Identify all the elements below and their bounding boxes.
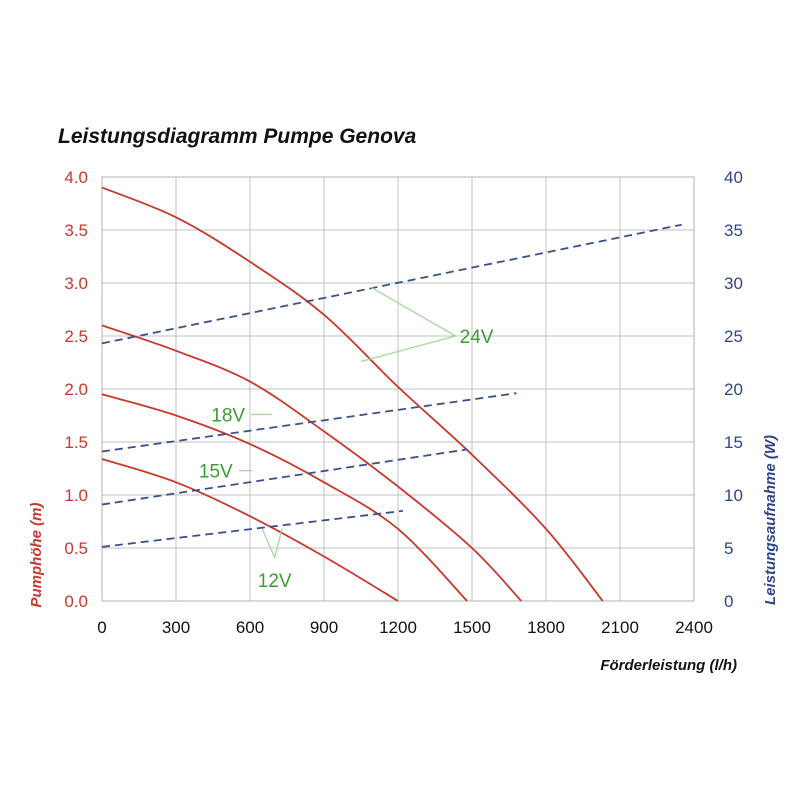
x-tick-label: 600	[236, 618, 264, 637]
x-tick-label: 2100	[601, 618, 639, 637]
y-right-tick-label: 30	[724, 274, 743, 293]
chart-title: Leistungsdiagramm Pumpe Genova	[58, 125, 417, 148]
y-left-tick-label: 4.0	[64, 168, 88, 187]
y-right-tick-label: 10	[724, 486, 743, 505]
y-left-tick-label: 2.0	[64, 380, 88, 399]
y-axis-left-label: Pumphöhe (m)	[28, 503, 45, 608]
voltage-label-15v: 15V	[199, 462, 233, 483]
y-axis-right-label: Leistungsaufnahme (W)	[762, 435, 779, 605]
leader-line-12v	[274, 528, 283, 558]
y-right-tick-label: 40	[724, 168, 743, 187]
x-tick-label: 300	[162, 618, 190, 637]
power-curve-18v	[101, 392, 517, 453]
x-tick-label: 1500	[453, 618, 491, 637]
y-right-tick-label: 0	[724, 592, 733, 611]
y-left-tick-label: 3.0	[64, 274, 88, 293]
leader-line-24v	[360, 335, 456, 363]
grid	[101, 176, 695, 602]
x-tick-label: 2400	[675, 618, 713, 637]
x-tick-label: 900	[310, 618, 338, 637]
leader-line-12v	[261, 528, 276, 559]
y-right-tick-label: 20	[724, 380, 743, 399]
y-right-tick-label: 25	[724, 327, 743, 346]
head-curve-18v	[101, 324, 522, 602]
y-left-tick-label: 3.5	[64, 221, 88, 240]
y-right-tick-label: 15	[724, 433, 743, 452]
power-curve-24v	[101, 223, 682, 345]
y-right-tick-label: 5	[724, 539, 733, 558]
voltage-label-24v: 24V	[460, 327, 494, 348]
y-left-tick-label: 0.5	[64, 539, 88, 558]
y-left-tick-label: 1.5	[64, 433, 88, 452]
y-left-tick-label: 1.0	[64, 486, 88, 505]
x-tick-label: 1800	[527, 618, 565, 637]
curves	[101, 186, 682, 602]
voltage-label-12v: 12V	[258, 571, 292, 592]
power-curve-15v	[101, 448, 468, 506]
head-curve-15v	[101, 393, 468, 602]
leader-line-24v	[370, 286, 456, 337]
x-tick-label: 1200	[379, 618, 417, 637]
y-left-tick-label: 2.5	[64, 327, 88, 346]
head-curve-24v	[101, 186, 604, 602]
power-curve-12v	[101, 510, 404, 548]
y-left-tick-label: 0.0	[64, 592, 88, 611]
x-axis-label: Förderleistung (l/h)	[600, 657, 737, 674]
voltage-labels: 24V 18V 15V 12V	[199, 286, 494, 592]
voltage-label-18v: 18V	[211, 405, 245, 426]
x-tick-label: 0	[97, 618, 106, 637]
head-curve-12v	[101, 458, 399, 602]
ticks: 0 300 600 900 1200 1500 1800 2100 24000.00.51.01…	[64, 168, 743, 637]
y-right-tick-label: 35	[724, 221, 743, 240]
